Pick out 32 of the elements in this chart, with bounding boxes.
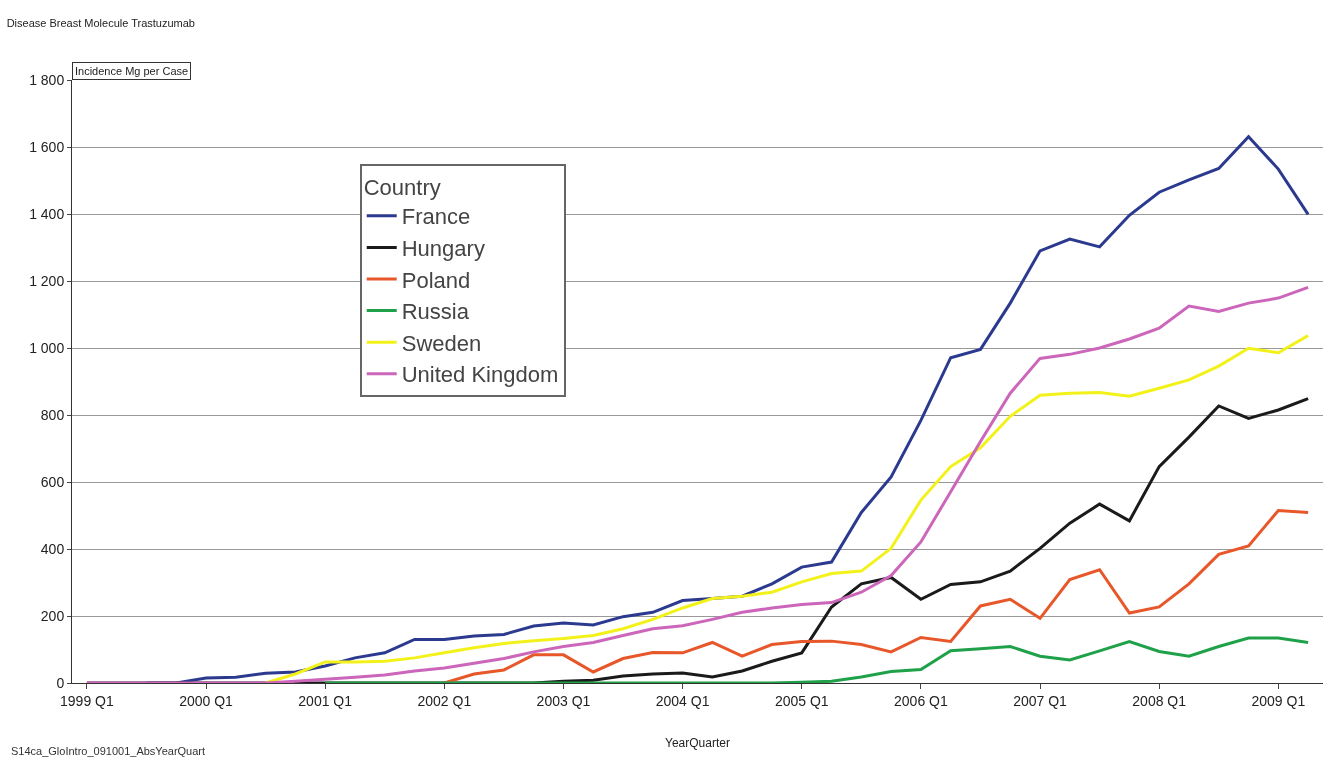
x-tick-label: 2002 Q1 [417, 692, 472, 709]
x-tick-label: 2003 Q1 [536, 692, 591, 709]
y-tick-label: 200 [40, 607, 65, 624]
y-tick-label: 1 200 [29, 272, 65, 289]
x-tick-label: 2005 Q1 [774, 692, 829, 709]
x-tick-label: 2009 Q1 [1251, 692, 1306, 709]
x-axis-title: YearQuarter [665, 735, 730, 750]
legend-label: Sweden [401, 330, 482, 356]
y-tick-label: 0 [56, 674, 65, 691]
chart-title: Disease Breast Molecule Trastuzumab [6, 16, 195, 29]
legend-label: Poland [401, 267, 471, 293]
y-tick-label: 600 [40, 473, 65, 490]
text: S14ca_GloIntro_091001_AbsYearQuart [11, 745, 206, 757]
x-tick-label: 1999 Q1 [60, 692, 114, 709]
legend-title: Country [363, 175, 441, 201]
y-tick-label: 1 000 [29, 339, 65, 356]
y-tick-label: 1 600 [29, 138, 65, 155]
y-tick-label: 800 [40, 406, 65, 423]
x-tick-label: 2007 Q1 [1013, 692, 1068, 709]
x-tick-label: 2008 Q1 [1132, 692, 1187, 709]
y-tick-label: 400 [40, 540, 65, 557]
legend-label: France [401, 204, 471, 230]
x-tick-label: 2006 Q1 [894, 692, 948, 709]
y-tick-label: 1 400 [29, 205, 65, 222]
x-tick-label: 2004 Q1 [655, 692, 710, 709]
x-tick-label: 2000 Q1 [179, 692, 234, 709]
legend-label: United Kingdom [401, 362, 559, 388]
legend-label: Hungary [401, 236, 485, 261]
legend-label: Russia [401, 299, 470, 325]
y-axis-title: Incidence Mg per Case [75, 65, 189, 77]
x-tick-label: 2001 Q1 [298, 692, 353, 709]
y-tick-label: 1 800 [29, 71, 65, 88]
